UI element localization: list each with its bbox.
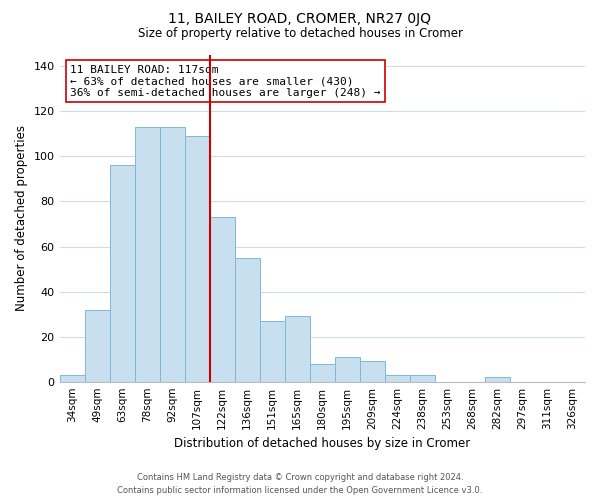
Bar — [185, 136, 209, 382]
Bar — [360, 362, 385, 382]
Bar — [85, 310, 110, 382]
Text: Size of property relative to detached houses in Cromer: Size of property relative to detached ho… — [137, 28, 463, 40]
Text: 11 BAILEY ROAD: 117sqm
← 63% of detached houses are smaller (430)
36% of semi-de: 11 BAILEY ROAD: 117sqm ← 63% of detached… — [70, 65, 380, 98]
Bar — [260, 321, 285, 382]
Bar — [134, 127, 160, 382]
Bar — [59, 375, 85, 382]
Text: Contains HM Land Registry data © Crown copyright and database right 2024.
Contai: Contains HM Land Registry data © Crown c… — [118, 474, 482, 495]
Bar — [310, 364, 335, 382]
Bar — [235, 258, 260, 382]
Bar — [385, 375, 410, 382]
Bar — [160, 127, 185, 382]
X-axis label: Distribution of detached houses by size in Cromer: Distribution of detached houses by size … — [174, 437, 470, 450]
Bar — [410, 375, 435, 382]
Bar — [285, 316, 310, 382]
Bar — [485, 377, 510, 382]
Text: 11, BAILEY ROAD, CROMER, NR27 0JQ: 11, BAILEY ROAD, CROMER, NR27 0JQ — [169, 12, 431, 26]
Bar — [110, 166, 134, 382]
Y-axis label: Number of detached properties: Number of detached properties — [15, 126, 28, 312]
Bar — [335, 357, 360, 382]
Bar — [209, 217, 235, 382]
